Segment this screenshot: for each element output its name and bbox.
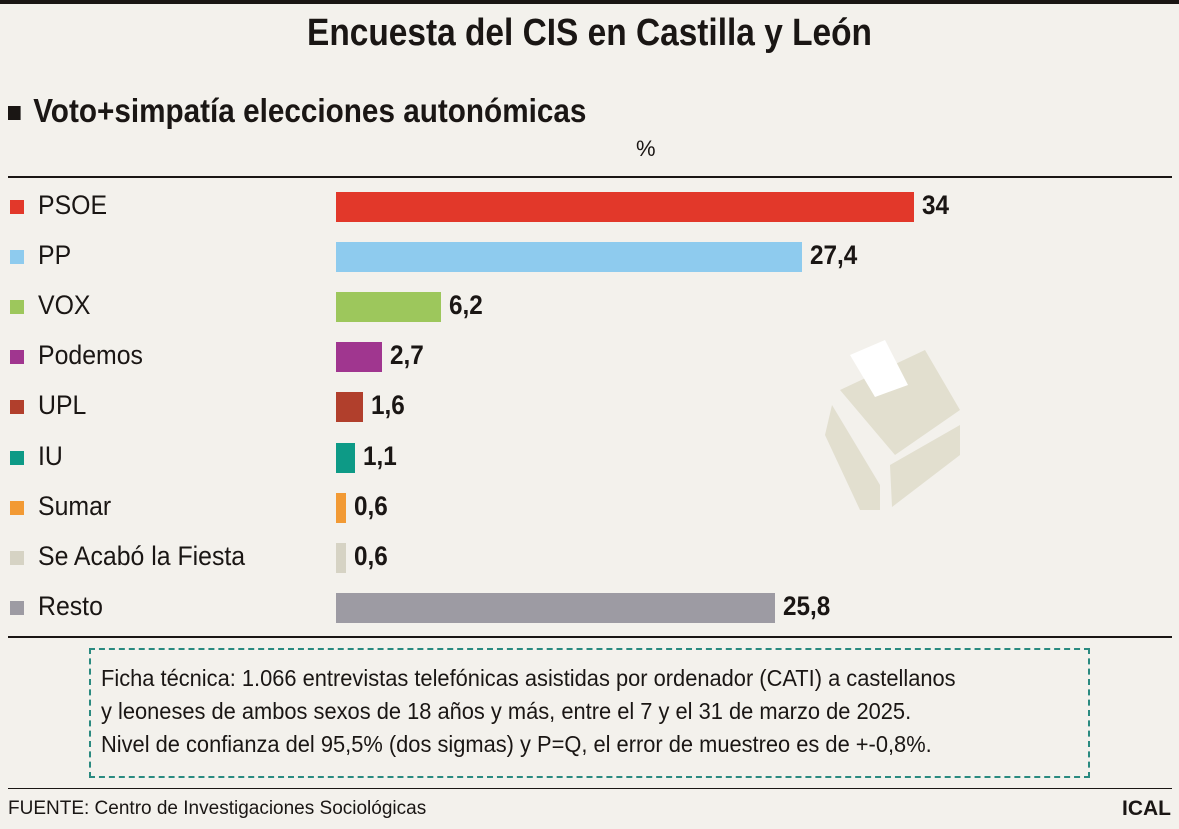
bar bbox=[336, 492, 347, 523]
divider bbox=[8, 788, 1172, 789]
subtitle-text: Voto+simpatía elecciones autonómicas bbox=[33, 92, 587, 129]
divider bbox=[8, 636, 1172, 638]
bar bbox=[336, 292, 442, 323]
value-label: 0,6 bbox=[354, 540, 388, 571]
value-label: 2,7 bbox=[389, 340, 424, 371]
note-line: Nivel de confianza del 95,5% (dos sigmas… bbox=[101, 731, 932, 757]
legend-swatch bbox=[10, 400, 24, 415]
category-label: Resto bbox=[38, 590, 103, 621]
square-bullet-icon bbox=[8, 106, 21, 121]
legend-swatch bbox=[10, 250, 24, 265]
bar bbox=[336, 442, 355, 473]
note-line: Ficha técnica: 1.066 entrevistas telefón… bbox=[101, 665, 956, 691]
category-label: PSOE bbox=[38, 190, 108, 220]
value-label: 6,2 bbox=[449, 290, 484, 321]
legend-swatch bbox=[10, 200, 24, 214]
category-label: Sumar bbox=[38, 490, 112, 521]
technical-note: Ficha técnica: 1.066 entrevistas telefón… bbox=[89, 648, 1090, 778]
legend-swatch bbox=[10, 550, 24, 565]
value-label: 1,1 bbox=[362, 440, 397, 471]
divider bbox=[8, 176, 1172, 178]
value-label: 1,6 bbox=[371, 390, 405, 421]
category-label: Se Acabó la Fiesta bbox=[38, 540, 246, 571]
unit-label: % bbox=[636, 136, 656, 161]
bar bbox=[336, 392, 364, 423]
value-label: 25,8 bbox=[782, 590, 830, 621]
value-label: 0,6 bbox=[354, 490, 388, 521]
bar bbox=[336, 542, 347, 573]
page-title: Encuesta del CIS en Castilla y León bbox=[307, 12, 872, 54]
bar bbox=[336, 592, 775, 623]
chart-subtitle: Voto+simpatía elecciones autonómicas bbox=[8, 92, 586, 130]
category-label: Podemos bbox=[38, 340, 143, 371]
note-line: y leoneses de ambos sexos de 18 años y m… bbox=[101, 698, 912, 724]
source-text: FUENTE: Centro de Investigaciones Sociol… bbox=[8, 798, 427, 819]
ballot-box-icon bbox=[825, 340, 960, 510]
bar bbox=[336, 192, 914, 222]
legend-swatch bbox=[10, 450, 24, 465]
legend-swatch bbox=[10, 300, 24, 315]
category-label: VOX bbox=[38, 290, 91, 321]
bar bbox=[336, 342, 382, 373]
category-label: IU bbox=[38, 440, 63, 471]
legend-swatch bbox=[10, 500, 24, 515]
value-label: 27,4 bbox=[809, 240, 858, 271]
category-label: UPL bbox=[38, 390, 87, 421]
legend-swatch bbox=[10, 600, 24, 615]
ical-logo: ICAL bbox=[1122, 797, 1171, 820]
bar bbox=[336, 242, 802, 273]
legend-swatch bbox=[10, 350, 24, 365]
value-label: 34 bbox=[922, 190, 950, 220]
category-label: PP bbox=[38, 240, 72, 271]
